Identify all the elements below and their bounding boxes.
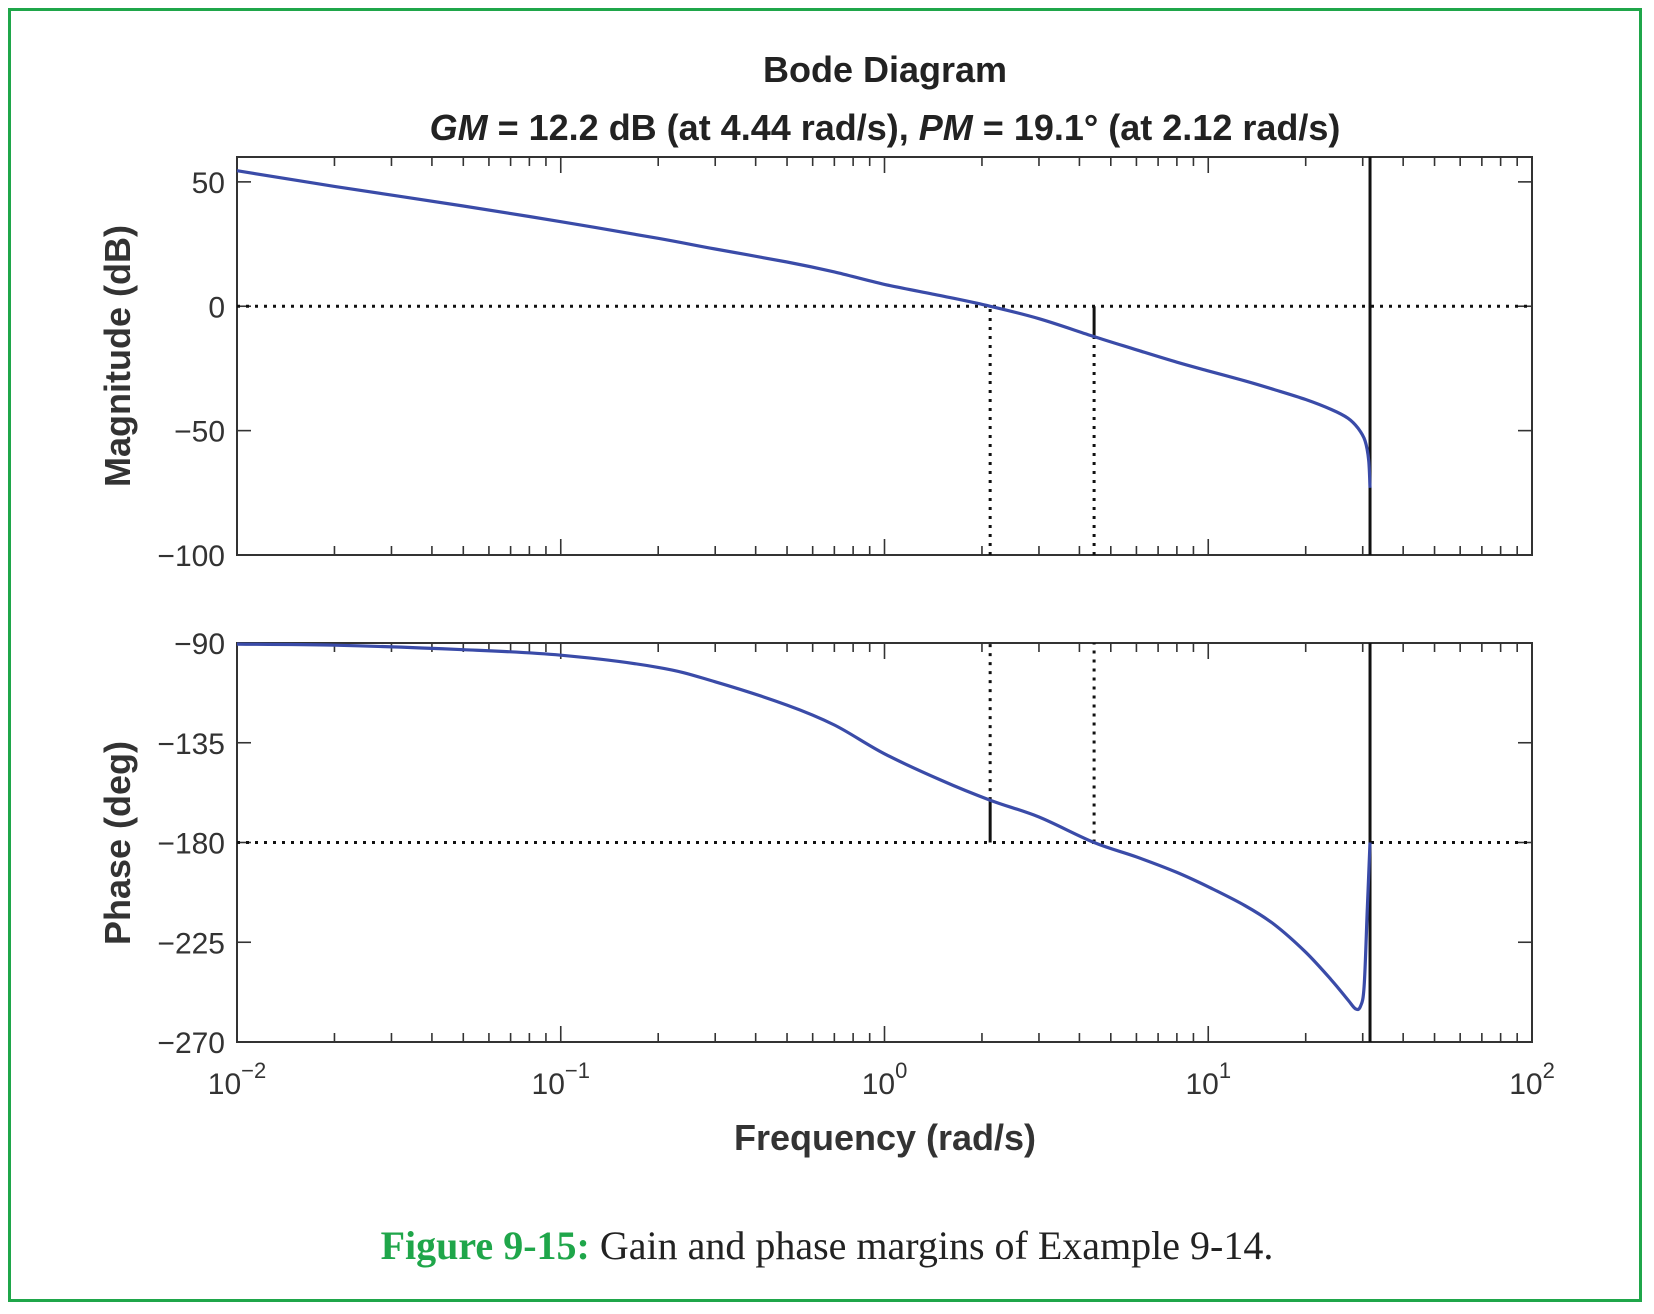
phase-xtick-label: 10−1 [532, 1058, 590, 1101]
xtick-label-exponent: 1 [1219, 1058, 1231, 1083]
phase-xtick-label: 101 [1185, 1058, 1231, 1101]
phase-xtick-label: 102 [1509, 1058, 1555, 1101]
xtick-label-exponent: −2 [241, 1058, 266, 1083]
subtitle-part-3: = 19.1° (at 2.12 rad/s) [973, 107, 1341, 148]
xtick-label-base: 10 [208, 1068, 241, 1101]
magnitude-ytick-label: −50 [174, 416, 225, 449]
chart-subtitle: GM = 12.2 dB (at 4.44 rad/s), PM = 19.1°… [430, 107, 1341, 148]
caption-text: Gain and phase margins of Example 9-14. [589, 1223, 1274, 1268]
subtitle-part-2: PM [919, 107, 974, 148]
magnitude-ytick-label: 50 [192, 167, 225, 200]
xtick-label-base: 10 [862, 1068, 895, 1101]
xtick-label-exponent: 0 [895, 1058, 907, 1083]
subtitle-part-1: = 12.2 dB (at 4.44 rad/s), [488, 107, 919, 148]
subtitle-part-0: GM [430, 107, 489, 148]
phase-ytick-label: −90 [174, 628, 225, 661]
xtick-label-base: 10 [532, 1068, 565, 1101]
xtick-label-base: 10 [1509, 1068, 1542, 1101]
phase-axis-label: Phase (deg) [97, 741, 138, 945]
magnitude-panel: 50 0 −50 −100 [157, 156, 1533, 573]
magnitude-series-line [236, 169, 1372, 488]
frequency-axis-label: Frequency (rad/s) [734, 1117, 1036, 1158]
chart-titles: Bode Diagram GM = 12.2 dB (at 4.44 rad/s… [430, 49, 1341, 148]
xtick-label-exponent: −1 [565, 1058, 590, 1083]
magnitude-axes-box [236, 156, 1533, 556]
caption-label: Figure 9-15: [380, 1223, 590, 1268]
figure-frame [8, 8, 1642, 1302]
xtick-label-exponent: 2 [1543, 1058, 1555, 1083]
magnitude-ytick-label: −100 [157, 540, 225, 573]
phase-xtick-label: 10−2 [208, 1058, 266, 1101]
phase-ytick-label: −225 [157, 927, 225, 960]
chart-title: Bode Diagram [763, 49, 1007, 90]
figure-caption: Figure 9-15: Gain and phase margins of E… [0, 1222, 1654, 1269]
xtick-label-base: 10 [1185, 1068, 1218, 1101]
phase-ytick-label: −180 [157, 828, 225, 861]
phase-series-line [236, 642, 1372, 1012]
magnitude-axis-label: Magnitude (dB) [97, 225, 138, 487]
phase-xtick-label: 100 [862, 1058, 908, 1101]
magnitude-ytick-label: 0 [208, 291, 225, 324]
phase-ytick-label: −135 [157, 728, 225, 761]
phase-ytick-label: −270 [157, 1027, 225, 1060]
